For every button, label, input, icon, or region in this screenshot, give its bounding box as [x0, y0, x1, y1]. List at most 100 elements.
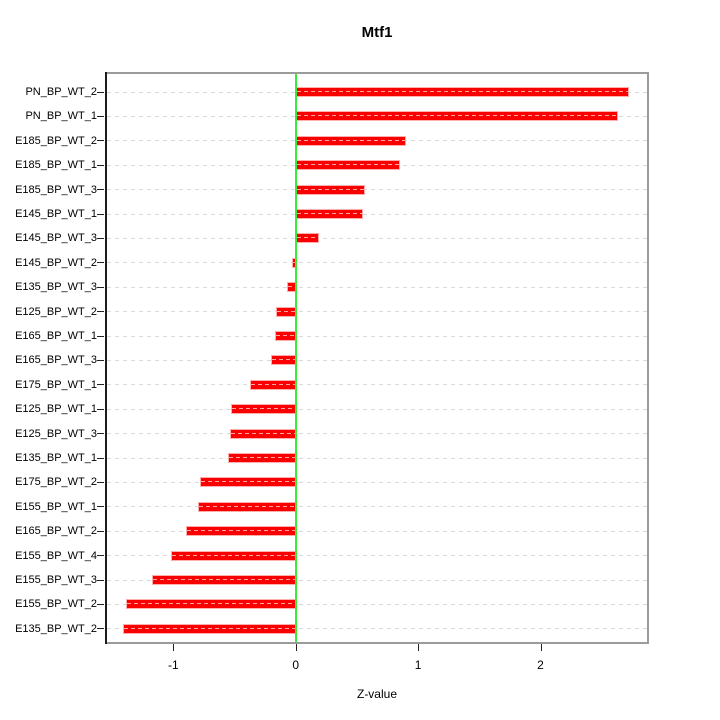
y-axis-tick: [97, 213, 104, 215]
y-axis-tick: [97, 384, 104, 386]
y-axis-tick: [97, 530, 104, 532]
bar: [295, 209, 363, 219]
x-tick-label: 2: [537, 658, 544, 672]
x-tick-label: -1: [167, 658, 179, 672]
y-axis-tick: [97, 506, 104, 508]
bar-inner-dash: [201, 481, 295, 483]
bar: [125, 599, 296, 610]
y-axis-tick: [97, 91, 104, 93]
bar: [274, 331, 296, 341]
category-label: E125_BP_WT_2: [15, 305, 97, 318]
y-axis-tick: [97, 359, 104, 361]
category-label: E145_BP_WT_1: [15, 208, 97, 220]
plot-border-top: [105, 72, 649, 74]
row-gridline: [107, 262, 647, 264]
row-gridline: [107, 433, 647, 435]
category-label: E165_BP_WT_3: [15, 354, 97, 367]
bar-inner-dash: [229, 457, 295, 458]
y-axis-tick: [97, 164, 104, 166]
x-tick-label: 1: [414, 658, 422, 672]
bar: [295, 111, 618, 122]
category-label: E175_BP_WT_1: [15, 378, 97, 391]
bar: [197, 501, 296, 512]
zero-reference-line: [294, 74, 297, 642]
bar-inner-dash: [272, 359, 295, 361]
y-axis-labels: PN_BP_WT_2 PN_BP_WT_1 E185_BP_WT_2 E185_BP_…: [0, 72, 97, 644]
bar-inner-dash: [296, 139, 405, 141]
y-axis-tick: [97, 237, 104, 239]
category-label: E135_BP_WT_2: [15, 622, 97, 635]
plot-border-left: [105, 72, 107, 644]
x-axis-title: Z-value: [356, 687, 397, 701]
y-axis-tick: [97, 262, 104, 264]
plot-border-bottom: [105, 642, 649, 644]
bar-inner-dash: [124, 627, 295, 629]
y-axis-tick: [97, 481, 104, 483]
y-axis-tick: [97, 335, 104, 337]
row-gridline: [107, 628, 647, 630]
bar: [276, 306, 296, 317]
category-label: E145_BP_WT_3: [15, 232, 97, 245]
bar: [295, 233, 319, 244]
plot-border-right: [647, 72, 649, 644]
bar: [295, 160, 400, 171]
y-axis-tick: [97, 433, 104, 435]
y-axis-tick: [97, 286, 104, 288]
x-axis-tick: [295, 644, 297, 651]
category-label: E185_BP_WT_3: [15, 183, 97, 196]
bar-inner-dash: [277, 310, 295, 312]
bar-inner-dash: [230, 432, 295, 434]
row-gridline: [107, 408, 647, 410]
category-label: E155_BP_WT_3: [15, 574, 97, 586]
bar: [185, 526, 296, 537]
x-axis-tick: [418, 644, 420, 651]
bar-inner-dash: [153, 579, 295, 580]
bar-inner-dash: [251, 383, 295, 385]
plot-area: -1 0 1 2 Z-value: [97, 72, 649, 701]
row-gridline: [107, 359, 647, 361]
row-gridline: [107, 603, 647, 605]
bar: [200, 477, 296, 488]
bar-inner-dash: [296, 115, 617, 117]
y-axis-tick: [97, 115, 104, 117]
row-gridline: [107, 506, 647, 508]
category-label: E175_BP_WT_2: [15, 476, 97, 489]
y-axis-tick: [97, 579, 104, 581]
bar-inner-dash: [171, 554, 295, 556]
row-gridline: [107, 579, 647, 581]
x-tick-label: 0: [292, 658, 300, 672]
y-axis-tick: [97, 311, 104, 313]
category-label: E155_BP_WT_2: [15, 598, 97, 611]
category-label: E135_BP_WT_3: [15, 281, 97, 294]
bar: [295, 184, 366, 195]
bar: [228, 453, 296, 463]
bar: [230, 404, 296, 415]
bar-inner-dash: [296, 213, 362, 214]
category-label: PN_BP_WT_2: [25, 86, 97, 98]
bar-inner-dash: [296, 188, 365, 190]
category-label: E125_BP_WT_3: [15, 427, 97, 440]
y-axis-tick: [97, 603, 104, 605]
bar-inner-dash: [186, 530, 295, 532]
row-gridline: [107, 189, 647, 191]
bar: [271, 355, 296, 366]
bar-inner-dash: [198, 505, 295, 507]
row-gridline: [107, 555, 647, 557]
bar: [250, 379, 296, 390]
category-label: E185_BP_WT_1: [15, 159, 97, 172]
y-axis-tick: [97, 555, 104, 557]
category-label: E125_BP_WT_1: [15, 403, 97, 416]
category-label: PN_BP_WT_1: [25, 110, 97, 123]
bar-inner-dash: [275, 335, 295, 336]
bar: [295, 135, 406, 146]
row-gridline: [107, 311, 647, 313]
y-axis-tick: [97, 140, 104, 142]
y-axis-tick: [97, 628, 104, 630]
category-label: E155_BP_WT_4: [15, 549, 97, 562]
bar-inner-dash: [296, 164, 399, 166]
row-gridline: [107, 481, 647, 483]
category-label: E145_BP_WT_2: [15, 256, 97, 269]
row-gridline: [107, 457, 647, 459]
bar-inner-dash: [296, 91, 628, 92]
